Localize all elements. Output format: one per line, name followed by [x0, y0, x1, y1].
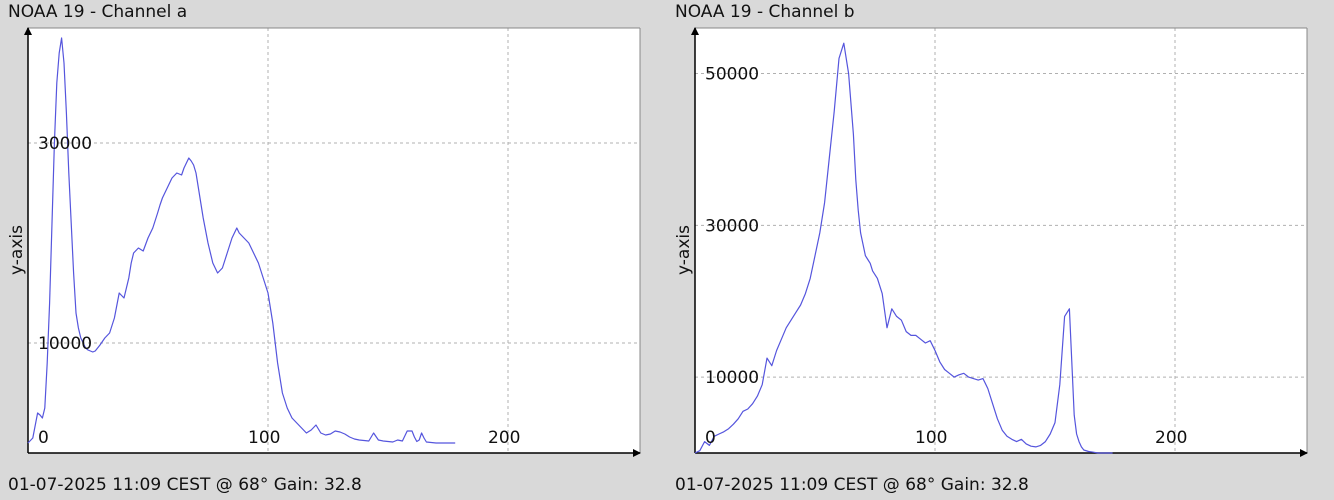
y-axis-arrow	[24, 27, 32, 35]
chart-a-footer: 01-07-2025 11:09 CEST @ 68° Gain: 32.8	[8, 475, 362, 495]
series-line	[27, 37, 456, 444]
plot-area	[695, 28, 1307, 453]
x-tick-label: 200	[488, 428, 520, 448]
x-axis-arrow	[1300, 449, 1308, 457]
y-tick-label: 30000	[705, 216, 759, 236]
chart-a-svg: 0 100 200 10000 30000 y-axis	[7, 27, 641, 457]
y-axis-arrow	[691, 27, 699, 35]
chart-b-footer: 01-07-2025 11:09 CEST @ 68° Gain: 32.8	[675, 475, 1029, 495]
chart-panel-channel-a: 0 100 200 10000 30000 y-axis NOAA 19 - Channe…	[7, 2, 641, 495]
x-tick-label: 100	[248, 428, 280, 448]
y-axis-label: y-axis	[7, 225, 27, 275]
x-tick-label: 0	[38, 428, 49, 448]
y-tick-label: 10000	[705, 368, 759, 388]
y-axis-label: y-axis	[674, 225, 694, 275]
y-tick-label: 10000	[38, 334, 92, 354]
chart-b-title: NOAA 19 - Channel b	[675, 2, 855, 22]
x-tick-label: 0	[705, 428, 716, 448]
x-axis-arrow	[633, 449, 641, 457]
chart-a-title: NOAA 19 - Channel a	[8, 2, 188, 22]
x-tick-label: 200	[1155, 428, 1187, 448]
chart-panel-channel-b: 0 100 200 10000 30000 50000 y-axis NOAA 19 - C…	[667, 0, 1334, 500]
series-line	[694, 42, 1113, 454]
y-tick-label: 30000	[38, 134, 92, 154]
y-tick-label: 50000	[705, 65, 759, 85]
x-tick-label: 100	[915, 428, 947, 448]
chart-b-svg: 0 100 200 10000 30000 50000 y-axis	[674, 27, 1308, 457]
plot-area	[28, 28, 640, 453]
